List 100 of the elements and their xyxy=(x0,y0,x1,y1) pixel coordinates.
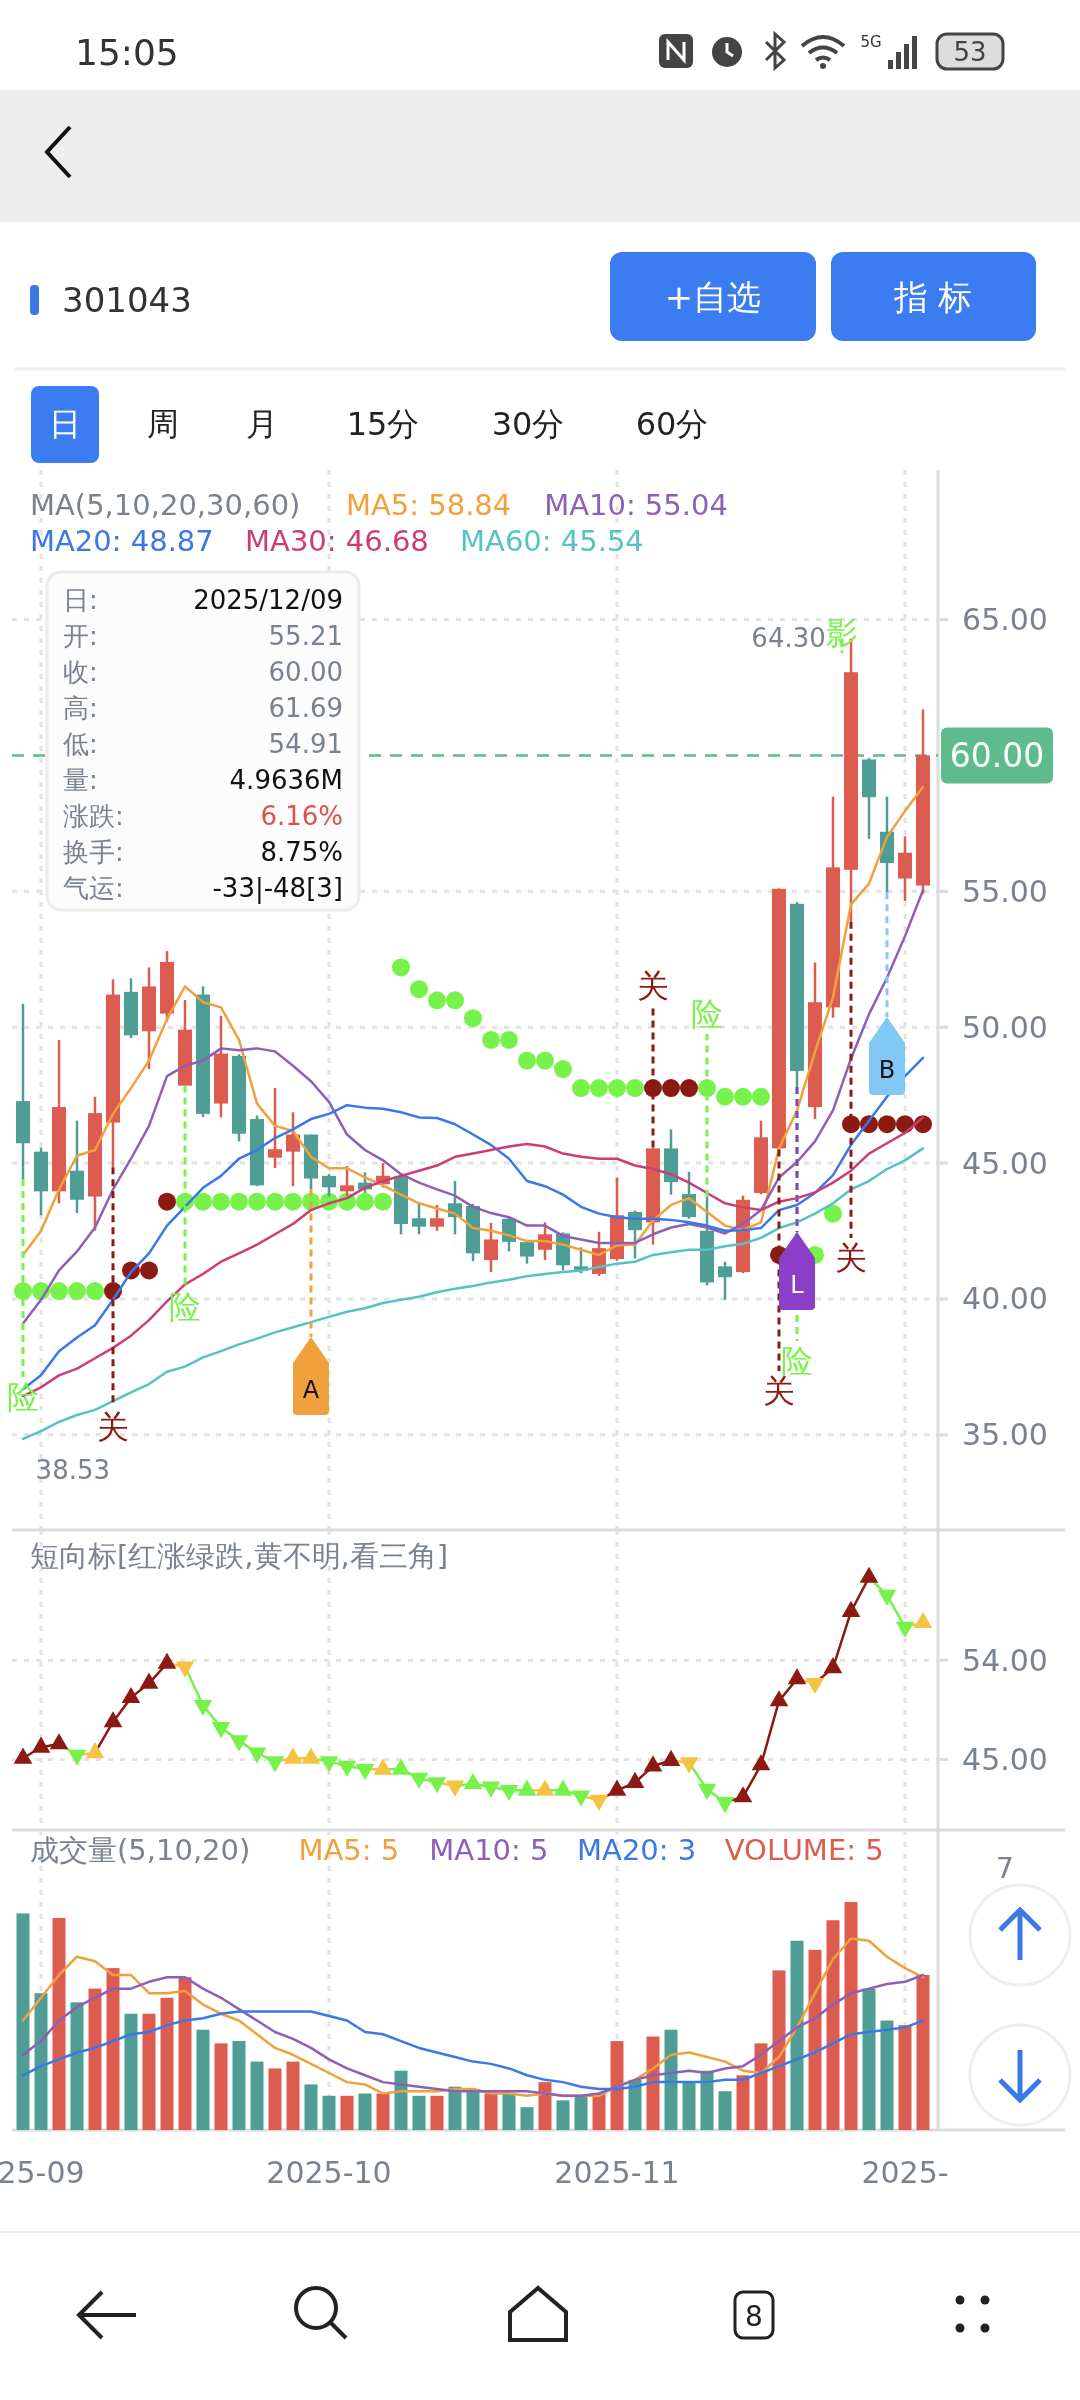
text: MA5: 58.84 xyxy=(345,488,512,522)
bar xyxy=(556,2100,570,2130)
bar xyxy=(574,2095,588,2130)
y-tick-label: 40.00 xyxy=(962,1281,1048,1317)
annotation: 开: xyxy=(63,621,98,651)
annotation: 影 xyxy=(826,614,858,652)
text: 8 xyxy=(745,2299,763,2333)
point xyxy=(716,1087,734,1106)
y-tick-label: 54.00 xyxy=(962,1642,1048,1678)
point xyxy=(536,1051,554,1070)
text: 日 xyxy=(49,405,81,443)
point xyxy=(734,1087,752,1106)
bar xyxy=(268,2068,282,2130)
point xyxy=(572,1079,590,1098)
candlestick xyxy=(412,1202,426,1236)
point xyxy=(752,1087,770,1106)
series-label: VOLUME: 5 xyxy=(724,1833,884,1867)
point xyxy=(230,1192,248,1211)
bar xyxy=(412,2095,426,2130)
bar xyxy=(358,2093,372,2130)
annotation: 险 xyxy=(691,995,723,1033)
bar xyxy=(520,2107,534,2130)
bar xyxy=(340,2095,354,2130)
bar xyxy=(304,2084,318,2130)
text: MA5: 5 xyxy=(298,1833,400,1867)
bar xyxy=(106,1968,120,2130)
text: 60分 xyxy=(635,405,709,443)
x-tick-label: 2025-10 xyxy=(266,2154,392,2190)
bar xyxy=(664,2029,678,2130)
y-tick-label: 45.00 xyxy=(962,1145,1048,1181)
bar xyxy=(754,2043,768,2130)
candlestick xyxy=(430,1203,444,1232)
point xyxy=(392,958,410,977)
bar xyxy=(646,2036,660,2130)
text: 周 xyxy=(147,405,179,443)
text: MA30: 46.68 xyxy=(245,524,429,558)
point xyxy=(356,1192,374,1211)
x-tick-label: 2025-11 xyxy=(554,2154,680,2190)
annotation: 收: xyxy=(63,657,98,687)
candlestick xyxy=(286,1111,300,1188)
text: MA10: 5 xyxy=(429,1833,549,1867)
point xyxy=(374,1192,392,1211)
annotation: L xyxy=(790,1271,805,1299)
text: 15分 xyxy=(346,405,420,443)
text: MA20: 48.87 xyxy=(30,524,214,558)
annotation: 38.53 xyxy=(35,1455,111,1485)
bar xyxy=(250,2061,264,2130)
point xyxy=(626,1079,644,1098)
bar xyxy=(898,2025,912,2130)
chart-title: 成交量(5,10,20) xyxy=(30,1833,251,1867)
annotation: B xyxy=(878,1056,896,1084)
y-tick-label: 55.00 xyxy=(962,873,1048,909)
bar xyxy=(808,1949,822,2130)
bar xyxy=(880,2020,894,2130)
bar xyxy=(826,1920,840,2130)
bar xyxy=(286,2061,300,2130)
ref-line-label: 60.00 xyxy=(949,735,1045,775)
point xyxy=(608,1079,626,1098)
bar xyxy=(394,2070,408,2130)
annotation: 2025/12/09 xyxy=(193,585,343,615)
point xyxy=(662,1079,680,1098)
candlestick xyxy=(718,1260,732,1302)
y-tick-label: 45.00 xyxy=(962,1741,1048,1777)
annotation: 关 xyxy=(835,1239,867,1277)
annotation: 低: xyxy=(63,729,98,759)
bar xyxy=(700,2070,714,2130)
point xyxy=(68,1282,86,1301)
bar xyxy=(682,2082,696,2130)
point xyxy=(158,1192,176,1211)
bar xyxy=(448,2086,462,2130)
text: +自选 xyxy=(664,277,762,317)
y-tick-label: 50.00 xyxy=(962,1009,1048,1045)
point xyxy=(518,1051,536,1070)
point xyxy=(140,1261,158,1280)
y-tick-label: 35.00 xyxy=(962,1417,1048,1453)
annotation: 险 xyxy=(7,1378,39,1416)
bar xyxy=(160,1997,174,2130)
bar xyxy=(718,2091,732,2130)
x-tick-label: 25-09 xyxy=(0,2154,85,2190)
text: 5G xyxy=(860,33,882,51)
bar xyxy=(736,2075,750,2130)
annotation: 8.75% xyxy=(260,837,343,867)
annotation: 换手: xyxy=(63,837,124,867)
bar xyxy=(484,2093,498,2130)
bar xyxy=(34,1993,48,2130)
text: MA20: 3 xyxy=(577,1833,697,1867)
text: 301043 xyxy=(62,280,192,320)
annotation: 60.00 xyxy=(268,657,343,687)
y-tick-label: 65.00 xyxy=(962,601,1048,637)
annotation: 日: xyxy=(63,585,98,615)
annotation: -33|-48[3] xyxy=(212,873,343,904)
bar xyxy=(376,2093,390,2130)
bar xyxy=(124,2013,138,2130)
bar xyxy=(232,2041,246,2130)
annotation: 险 xyxy=(169,1288,201,1326)
point xyxy=(680,1079,698,1098)
bar xyxy=(628,2079,642,2130)
annotation: 关 xyxy=(637,967,669,1005)
bar xyxy=(790,1940,804,2130)
bar xyxy=(610,2041,624,2130)
